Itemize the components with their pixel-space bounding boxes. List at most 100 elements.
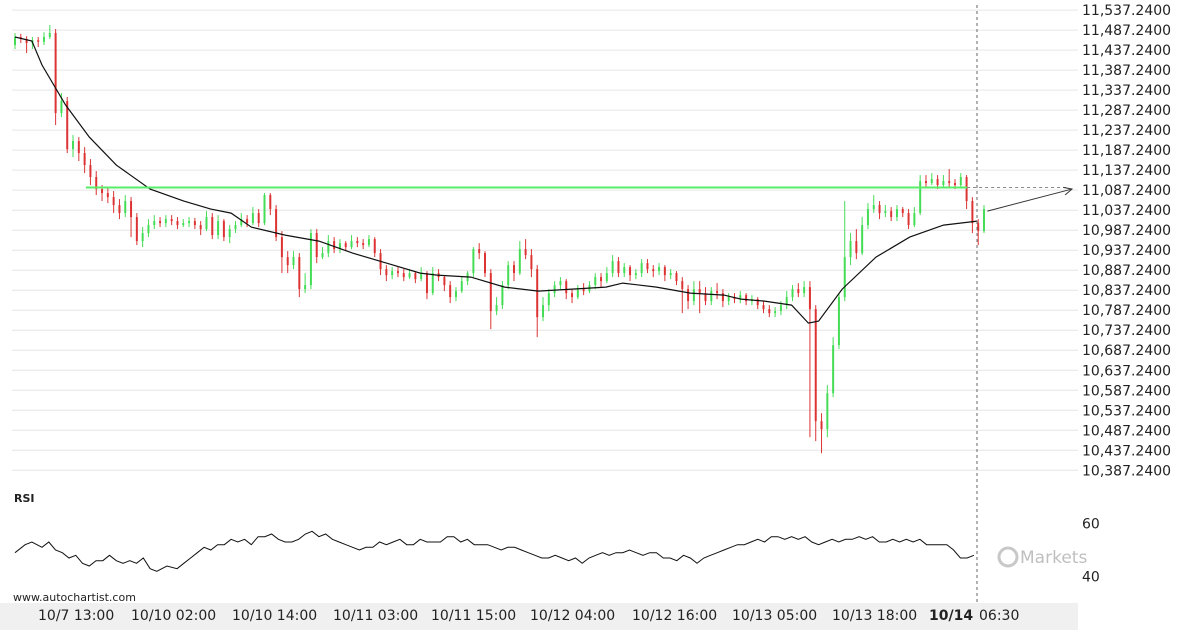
candle-body	[582, 289, 585, 292]
candle-body	[669, 273, 672, 276]
candle-body	[280, 237, 283, 258]
rsi-title: RSI	[14, 492, 35, 505]
candle	[582, 283, 585, 296]
candle	[431, 267, 434, 296]
source-url: www.autochartist.com	[13, 591, 136, 604]
candle-body	[286, 257, 289, 266]
candle	[408, 269, 411, 280]
candle	[814, 305, 817, 442]
candle	[785, 291, 788, 310]
candle	[170, 215, 173, 226]
candle	[338, 239, 341, 254]
candle-body	[600, 277, 603, 282]
candle	[965, 175, 968, 210]
candle	[135, 213, 138, 246]
y-tick-label: 10,487.2400	[1082, 423, 1171, 439]
candle-body	[338, 243, 341, 250]
candle-body	[391, 271, 394, 276]
candle	[425, 271, 428, 300]
y-tick-label: 10,537.2400	[1082, 403, 1171, 419]
candle	[402, 269, 405, 282]
candle	[861, 217, 864, 256]
rsi-tick-label: 40	[1082, 570, 1100, 586]
candle	[930, 173, 933, 186]
candle	[837, 293, 840, 350]
candle-body	[454, 291, 457, 298]
candle-body	[141, 233, 144, 242]
candle	[414, 271, 417, 284]
candle-body	[507, 265, 510, 286]
candle-body	[745, 295, 748, 302]
candle-body	[826, 393, 829, 430]
candle-body	[536, 269, 539, 318]
candle-body	[234, 225, 237, 230]
candle-body	[698, 289, 701, 294]
candle-body	[130, 201, 133, 218]
x-tick-label: 10/14	[929, 608, 973, 624]
candle-body	[275, 209, 278, 238]
y-tick-label: 10,787.2400	[1082, 303, 1171, 319]
candle-body	[460, 281, 463, 292]
y-tick-label: 10,687.2400	[1082, 343, 1171, 359]
candle-body	[408, 273, 411, 278]
candle-body	[344, 243, 347, 248]
candle	[367, 235, 370, 248]
candle-body	[217, 221, 220, 236]
candle-body	[965, 177, 968, 202]
candle	[762, 301, 765, 314]
candle	[513, 261, 516, 282]
candle-body	[530, 255, 533, 270]
candle-body	[420, 273, 423, 280]
candle-body	[576, 289, 579, 298]
rsi-line	[14, 530, 975, 572]
candle	[286, 251, 289, 274]
rsi-panel	[14, 530, 975, 572]
candle	[617, 257, 620, 278]
x-tick-label: 10/11 03:00	[333, 608, 418, 624]
x-tick-label: 10/10 14:00	[232, 608, 317, 624]
candle	[721, 289, 724, 308]
candle	[112, 191, 115, 214]
candle-body	[924, 181, 927, 184]
candle-body	[309, 233, 312, 286]
y-tick-label: 11,537.2400	[1082, 3, 1171, 19]
candle-body	[112, 197, 115, 206]
candle	[907, 209, 910, 230]
candle-body	[861, 225, 864, 254]
candle	[681, 277, 684, 314]
candle	[605, 267, 608, 284]
candle-body	[83, 153, 86, 166]
candle	[54, 29, 57, 126]
candle-body	[240, 219, 243, 226]
candle	[983, 205, 985, 234]
candle	[43, 32, 46, 46]
candle	[147, 219, 150, 238]
candle-body	[222, 221, 225, 238]
candle-body	[350, 241, 353, 248]
candle-body	[692, 289, 695, 302]
candle	[130, 197, 133, 238]
candle	[420, 267, 423, 282]
watermark-logo-icon	[997, 546, 1019, 568]
candle	[193, 217, 196, 230]
candle-body	[762, 305, 765, 310]
candle-body	[930, 179, 933, 184]
candle	[849, 233, 852, 266]
candle-body	[25, 39, 28, 44]
x-tick-label: 10/10 02:00	[131, 608, 216, 624]
candle-body	[820, 421, 823, 430]
candle-body	[936, 179, 939, 186]
candle	[553, 281, 556, 298]
y-tick-label: 10,387.2400	[1082, 463, 1171, 479]
candle	[901, 207, 904, 218]
candle	[756, 297, 759, 310]
candle-body	[402, 273, 405, 278]
candle	[222, 219, 225, 242]
candle	[959, 173, 962, 188]
candle	[913, 207, 916, 228]
y-tick-label: 11,187.2400	[1082, 143, 1171, 159]
candle-body	[333, 241, 336, 250]
candle-body	[901, 209, 904, 214]
y-tick-label: 11,387.2400	[1082, 63, 1171, 79]
rsi-tick-label: 60	[1082, 516, 1100, 532]
